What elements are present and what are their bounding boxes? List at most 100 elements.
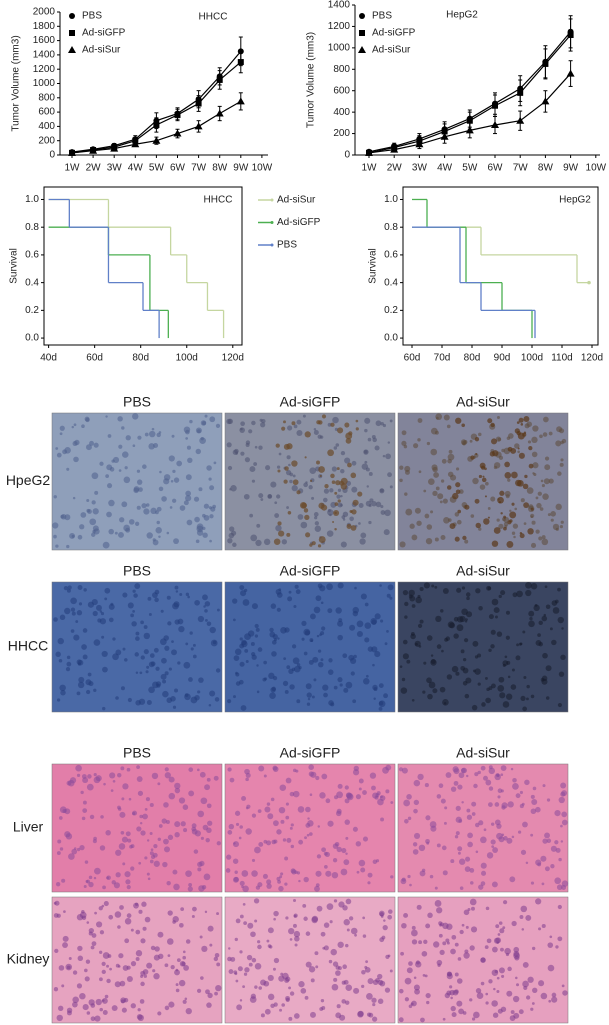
cell xyxy=(195,539,200,544)
cell xyxy=(209,626,216,634)
cell xyxy=(317,661,324,668)
cell xyxy=(502,900,508,905)
cell xyxy=(197,615,205,623)
cell xyxy=(345,1000,350,1005)
cell xyxy=(118,469,122,472)
cell xyxy=(315,883,320,888)
column-header: PBS xyxy=(123,394,151,410)
cell xyxy=(240,421,245,427)
cell xyxy=(227,465,233,471)
cell xyxy=(192,643,196,647)
cell xyxy=(331,466,337,472)
stain xyxy=(524,474,528,479)
cell xyxy=(441,649,444,653)
cell xyxy=(158,431,162,434)
cell xyxy=(483,775,488,781)
cell xyxy=(543,613,547,617)
data-point xyxy=(440,132,449,140)
cell xyxy=(303,876,309,883)
cell xyxy=(414,988,420,995)
cell xyxy=(66,588,71,593)
cell xyxy=(197,867,202,872)
cell xyxy=(436,907,443,914)
cell xyxy=(413,832,421,839)
cell xyxy=(362,934,367,938)
cell xyxy=(337,677,343,683)
cell xyxy=(549,627,553,631)
cell xyxy=(557,904,562,910)
cell xyxy=(77,945,83,952)
cell xyxy=(400,878,407,885)
cell xyxy=(314,521,320,526)
cell xyxy=(449,622,456,629)
cell xyxy=(523,676,527,680)
cell xyxy=(303,651,308,656)
cell xyxy=(284,690,289,694)
cell xyxy=(168,792,176,800)
cell xyxy=(467,908,471,912)
cell xyxy=(541,924,546,929)
cell xyxy=(339,1014,346,1021)
cell xyxy=(548,478,554,484)
cell xyxy=(543,416,549,423)
cell xyxy=(345,943,349,948)
cell xyxy=(375,793,380,798)
cell xyxy=(147,877,151,881)
cell xyxy=(170,479,174,483)
cell xyxy=(130,1003,136,1009)
cell xyxy=(507,478,511,482)
cell xyxy=(115,849,122,856)
cell xyxy=(251,479,256,483)
cell xyxy=(469,898,477,906)
cell xyxy=(453,633,459,639)
cell xyxy=(469,439,473,443)
cell xyxy=(497,933,501,936)
cell xyxy=(366,485,369,488)
cell xyxy=(162,690,169,698)
cell xyxy=(488,648,492,653)
column-header: Ad-siSur xyxy=(456,394,510,410)
cell xyxy=(204,609,208,613)
cell xyxy=(130,844,135,849)
cell xyxy=(322,684,329,691)
cell xyxy=(439,500,443,504)
cell xyxy=(165,819,170,825)
cell xyxy=(66,655,71,660)
cell xyxy=(132,444,136,448)
stain xyxy=(347,462,352,468)
cell xyxy=(555,847,561,853)
cell xyxy=(97,618,102,623)
cell xyxy=(473,1011,480,1019)
cell xyxy=(202,526,206,531)
cell xyxy=(143,974,147,978)
cell xyxy=(204,784,211,791)
cell xyxy=(471,801,477,807)
cell xyxy=(66,544,70,549)
stain xyxy=(516,421,520,424)
column-header: PBS xyxy=(123,563,151,579)
cell xyxy=(487,507,491,510)
x-tick-label: 90d xyxy=(494,353,511,364)
cell xyxy=(406,794,412,800)
cell xyxy=(240,427,243,431)
cell xyxy=(404,492,408,496)
data-point xyxy=(131,140,140,148)
cell xyxy=(306,833,310,837)
cell xyxy=(148,443,155,450)
x-tick-label: 1W xyxy=(362,163,378,174)
cell xyxy=(215,984,222,992)
cell xyxy=(366,993,373,1000)
cell xyxy=(203,503,210,509)
cell xyxy=(379,584,382,587)
cell xyxy=(121,501,128,508)
cell xyxy=(287,596,293,602)
cell xyxy=(322,497,328,503)
cell xyxy=(166,880,171,886)
cell xyxy=(75,620,79,623)
cell xyxy=(242,902,246,906)
cell xyxy=(504,947,511,955)
cell xyxy=(99,461,104,466)
cell xyxy=(251,858,256,863)
cell xyxy=(430,448,438,456)
cell xyxy=(135,636,140,641)
